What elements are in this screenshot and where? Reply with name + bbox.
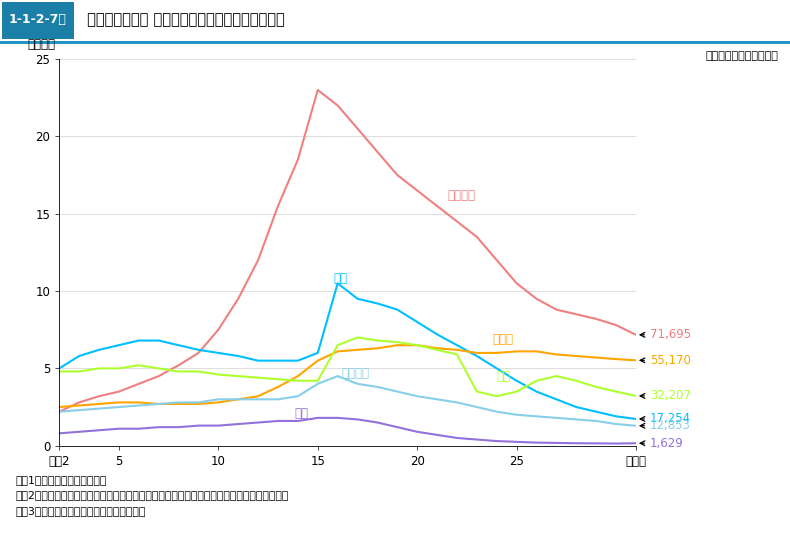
Text: 住居侵入: 住居侵入 (341, 367, 370, 380)
Text: 注　1　警察庁の統計による。
　　2　「粗暴犯」は，傷害，暴行，脅迫，凶器準備集合及び暴力行為等処罰法違反をいう。
　　3　「横領」は，遺失物等横領を含む。: 注 1 警察庁の統計による。 2 「粗暴犯」は，傷害，暴行，脅迫，凶器準備集合及… (16, 475, 289, 516)
Text: 器物損壊: 器物損壊 (447, 188, 475, 202)
FancyBboxPatch shape (2, 2, 74, 39)
Text: 粗暴犯: 粗暴犯 (493, 333, 514, 346)
Text: 恐喝: 恐喝 (294, 407, 308, 420)
Text: その他の刑法犯 認知件数の推移（罪名・罪種別）: その他の刑法犯 認知件数の推移（罪名・罪種別） (82, 12, 284, 27)
Text: 詐欺: 詐欺 (497, 369, 511, 383)
Text: 1,629: 1,629 (640, 437, 683, 449)
Text: 32,207: 32,207 (640, 389, 691, 402)
Text: 横領: 横領 (333, 272, 348, 285)
Text: （平成２年～令和元年）: （平成２年～令和元年） (705, 51, 778, 61)
Text: 55,170: 55,170 (640, 354, 690, 367)
Text: 1-1-2-7図: 1-1-2-7図 (9, 13, 67, 26)
Text: 12,853: 12,853 (640, 419, 690, 432)
Text: 71,695: 71,695 (640, 328, 691, 342)
Text: 17,254: 17,254 (640, 412, 691, 425)
Text: （万件）: （万件） (28, 38, 55, 52)
